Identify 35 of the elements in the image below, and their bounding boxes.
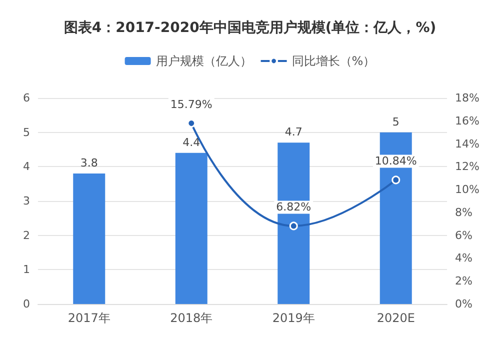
bar — [73, 174, 106, 304]
x-tick-label: 2017年 — [68, 311, 110, 325]
y2-tick-label: 16% — [455, 114, 480, 128]
x-tick-label: 2019年 — [272, 311, 315, 325]
legend-label: 用户规模（亿人） — [156, 54, 252, 68]
y-tick-label: 0 — [23, 298, 30, 310]
y-tick-label: 2 — [23, 228, 30, 242]
y-tick-label: 3 — [23, 194, 30, 208]
y-tick-label: 1 — [23, 263, 30, 276]
y2-tick-label: 2% — [455, 274, 472, 288]
data-label: 15.79% — [170, 98, 212, 112]
y-tick-label: 6 — [23, 92, 30, 104]
y2-tick-label: 6% — [455, 228, 472, 242]
data-label: 3.8 — [80, 156, 98, 170]
x-tick-label: 2018年 — [170, 311, 213, 325]
y2-tick-label: 18% — [455, 92, 480, 104]
data-label: 4.4 — [182, 136, 200, 149]
y2-tick-label: 4% — [455, 252, 472, 265]
bar — [175, 152, 208, 304]
data-label: 4.7 — [284, 126, 302, 139]
data-label: 10.84% — [374, 154, 417, 168]
data-label: 6.82% — [276, 200, 312, 214]
chart-title: 图表4：2017-2020年中国电竞用户规模(单位：亿人，%) — [64, 19, 436, 36]
legend-label: 同比增长（%） — [292, 54, 376, 68]
x-tick-label: 2020E — [376, 311, 415, 325]
y2-tick-label: 8% — [455, 206, 472, 219]
y-tick-label: 5 — [23, 126, 30, 139]
y2-tick-label: 0% — [455, 298, 472, 310]
point — [289, 222, 298, 230]
y2-tick-label: 10% — [455, 183, 480, 196]
data-label: 5 — [392, 115, 400, 128]
y-tick-label: 4 — [23, 160, 30, 174]
y2-tick-label: 14% — [455, 137, 480, 150]
point — [392, 176, 400, 184]
y2-tick-label: 12% — [455, 160, 480, 174]
